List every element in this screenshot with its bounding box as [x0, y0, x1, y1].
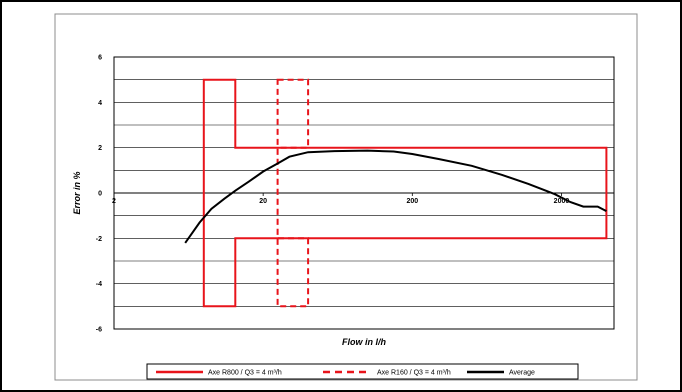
x-tick-label: 20	[259, 198, 267, 205]
y-tick-label: 6	[98, 55, 102, 62]
series-line-0	[202, 78, 608, 308]
x-tick-label: 2	[112, 198, 116, 205]
y-tick-label: 4	[98, 100, 102, 107]
y-tick-label: -4	[96, 281, 102, 288]
x-tick-label: 200	[406, 198, 418, 205]
series-line-1	[276, 78, 310, 308]
legend-item-r160: Axe R160 / Q3 = 4 m³/h	[323, 370, 451, 377]
legend-label-average: Average	[509, 370, 535, 377]
y-tick-label: -2	[96, 236, 102, 243]
legend-label-r800: Axe R800 / Q3 = 4 m³/h	[208, 370, 282, 377]
x-axis-label: Flow in l/h	[342, 337, 386, 347]
legend-label-r160: Axe R160 / Q3 = 4 m³/h	[377, 370, 451, 377]
y-tick-label: 0	[98, 191, 102, 198]
legend-item-average: Average	[467, 370, 535, 377]
legend-item-r800: Axe R800 / Q3 = 4 m³/h	[156, 370, 282, 377]
series-line-2	[184, 149, 607, 244]
series-layer	[184, 78, 608, 308]
y-tick-label: 2	[98, 145, 102, 152]
y-axis-label: Error in %	[72, 171, 82, 214]
y-tick-label: -6	[96, 327, 102, 334]
x-tick-label: 2000	[554, 198, 570, 205]
